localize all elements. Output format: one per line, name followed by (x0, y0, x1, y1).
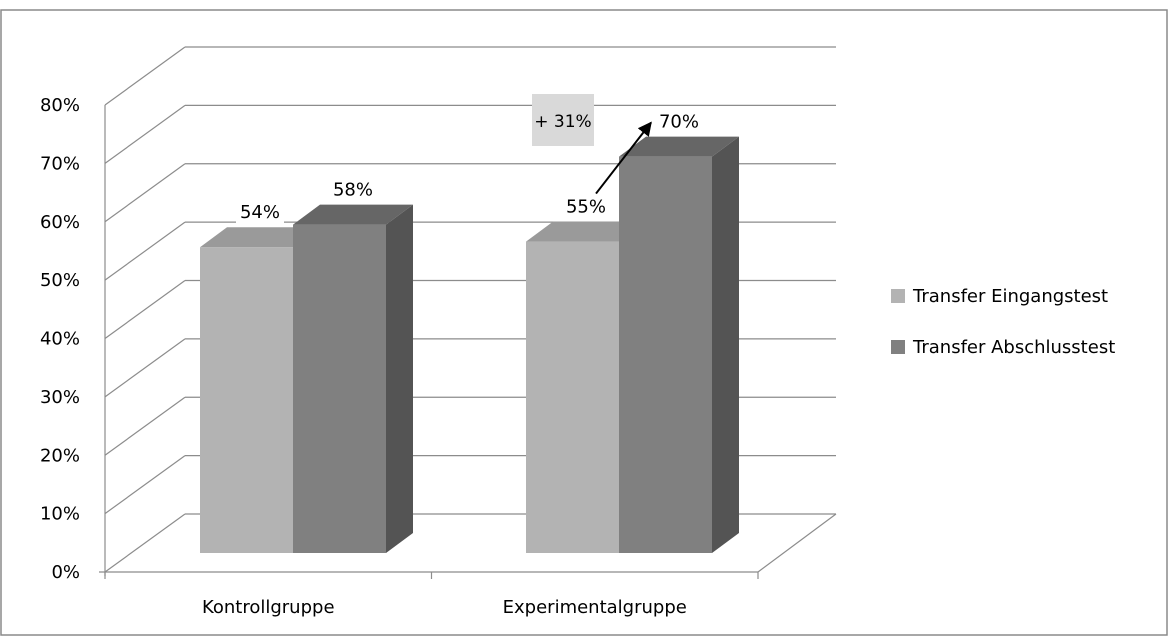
bar (200, 247, 293, 553)
annotation-text: + 31% (534, 112, 591, 132)
legend-label: Transfer Abschlusstest (912, 337, 1115, 358)
y-tick-label: 80% (40, 95, 80, 116)
bar (619, 157, 712, 553)
y-tick-label: 30% (40, 387, 80, 408)
y-tick-label: 0% (51, 562, 80, 583)
data-label: 70% (659, 112, 699, 133)
legend-label: Transfer Eingangstest (912, 286, 1108, 307)
y-tick-label: 10% (40, 504, 80, 525)
legend-swatch (891, 289, 905, 303)
data-label: 58% (333, 180, 373, 201)
data-label: 55% (566, 197, 606, 218)
bar (526, 242, 619, 553)
y-tick-label: 40% (40, 329, 80, 350)
y-tick-label: 70% (40, 153, 80, 174)
x-tick-label: Kontrollgruppe (202, 597, 335, 618)
y-tick-label: 50% (40, 270, 80, 291)
x-tick-label: Experimentalgruppe (503, 597, 687, 618)
legend-swatch (891, 340, 905, 354)
bar (293, 225, 386, 553)
y-tick-label: 20% (40, 445, 80, 466)
bar-side (386, 205, 413, 553)
y-tick-label: 60% (40, 212, 80, 233)
data-label: 54% (240, 202, 280, 223)
bar-side (712, 137, 739, 553)
